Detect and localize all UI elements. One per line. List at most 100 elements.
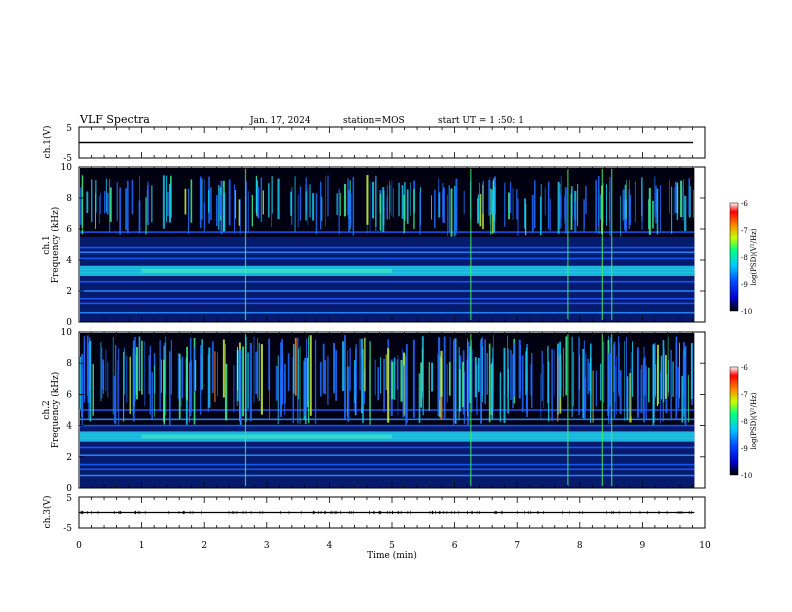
vlf-emission-streak (631, 341, 634, 397)
vlf-emission-streak (652, 344, 655, 423)
vlf-emission-streak (540, 373, 542, 421)
spectrogram-band (80, 246, 695, 249)
time-tick-label: 4 (327, 541, 333, 551)
time-tick-label: 0 (76, 541, 82, 551)
ch2-spectrogram-ylabel-channel: ch.2 (42, 400, 52, 419)
ch2-colorbar: -6 -7 -8 -9 -10 log(PSD)(V²/Hz) (729, 364, 758, 480)
ch2-spectrogram-image (79, 333, 695, 488)
vlf-emission-streak (162, 175, 165, 229)
vlf-emission-streak (599, 194, 601, 220)
vlf-emission-streak (335, 350, 338, 401)
spectrogram-band (80, 231, 695, 233)
vlf-emission-streak (168, 183, 171, 223)
vlf-emission-streak (587, 359, 589, 395)
vlf-emission-streak (159, 340, 161, 412)
vlf-emission-streak (309, 335, 312, 416)
vlf-emission-streak (443, 336, 446, 420)
time-tick-label: 10 (699, 541, 711, 551)
vlf-emission-streak (525, 351, 527, 396)
vlf-emission-streak (366, 175, 369, 225)
vlf-emission-streak (105, 178, 107, 213)
vlf-emission-streak (166, 175, 168, 223)
vlf-emission-streak (402, 365, 405, 418)
vlf-emission-streak (392, 188, 394, 218)
vlf-emission-streak (673, 187, 675, 215)
vlf-emission-streak (255, 178, 258, 215)
vlf-emission-streak (166, 191, 169, 217)
ch1-colorbar-label: log(PSD)(V²/Hz) (750, 228, 758, 285)
vlf-emission-streak (307, 357, 309, 408)
vlf-emission-streak (237, 346, 239, 391)
vlf-emission-streak (641, 364, 643, 414)
vlf-emission-streak (271, 189, 272, 228)
vlf-emission-streak (585, 185, 587, 215)
vlf-emission-streak (512, 354, 514, 409)
vlf-emission-streak (297, 194, 299, 228)
vlf-emission-streak (294, 176, 296, 232)
vlf-emission-streak (557, 181, 560, 234)
vlf-emission-streak (107, 362, 109, 398)
vlf-emission-streak (359, 338, 361, 391)
vlf-emission-streak (583, 376, 586, 420)
vlf-emission-streak (398, 182, 400, 217)
vlf-emission-streak (277, 178, 280, 220)
vlf-emission-streak (190, 179, 193, 223)
spectrogram-band (80, 468, 695, 471)
spectrogram-band (80, 280, 695, 283)
vlf-emission-streak (467, 338, 468, 417)
vlf-emission-streak (81, 354, 84, 418)
vlf-emission-streak (389, 181, 391, 220)
vlf-emission-streak (544, 187, 546, 216)
vlf-emission-streak (228, 179, 231, 226)
vlf-emission-streak (671, 186, 673, 234)
vlf-emission-streak (463, 190, 465, 215)
vlf-emission-streak (242, 346, 245, 417)
ch2-colorbar-scale (729, 366, 739, 476)
ch1-waveform-panel: 5 -5 ch.1(V) (42, 124, 706, 164)
ch1-cb-tick-10: -10 (741, 308, 752, 316)
vlf-emission-streak (255, 351, 258, 394)
vlf-emission-streak (609, 177, 611, 236)
vlf-emission-streak (560, 194, 562, 218)
vlf-emission-streak (504, 182, 506, 227)
ch2-cb-tick-9: -9 (741, 445, 748, 453)
vlf-emission-streak (684, 345, 687, 426)
vlf-emission-streak (299, 346, 301, 424)
vlf-emission-streak (670, 350, 672, 421)
vlf-emission-streak (470, 350, 473, 413)
vlf-emission-streak (139, 175, 140, 230)
impulse-line (601, 169, 603, 320)
vlf-emission-streak (602, 182, 604, 225)
vlf-emission-streak (518, 339, 521, 399)
vlf-emission-streak (253, 336, 255, 403)
vlf-emission-streak (592, 370, 594, 423)
vlf-emission-streak (248, 191, 249, 234)
vlf-emission-streak (211, 341, 214, 394)
vlf-emission-streak (677, 367, 680, 409)
vlf-emission-streak (124, 347, 126, 395)
vlf-emission-streak (262, 190, 264, 215)
vlf-emission-streak (217, 352, 218, 396)
ch1-waveform-ylabel: ch.1(V) (42, 126, 53, 159)
vlf-emission-streak (144, 341, 146, 407)
vlf-emission-streak (446, 363, 448, 403)
vlf-emission-streak (558, 344, 560, 409)
vlf-emission-streak (540, 184, 542, 230)
vlf-emission-streak (665, 355, 667, 399)
vlf-emission-streak (610, 337, 612, 425)
ch2-cb-tick-8: -8 (741, 418, 748, 426)
vlf-emission-streak (434, 189, 436, 229)
vlf-emission-streak (643, 356, 646, 396)
vlf-emission-streak (564, 187, 567, 234)
vlf-emission-streak (203, 202, 205, 233)
vlf-emission-streak (81, 175, 84, 235)
vlf-emission-streak (660, 371, 661, 423)
ch1-spectrogram-panel: 0 2 4 6 8 10 ch.1 Frequency (kHz) (42, 163, 706, 328)
vlf-emission-streak (582, 348, 585, 419)
vlf-emission-streak (684, 357, 686, 408)
ch1-colorbar: -6 -7 -8 -9 -10 log(PSD)(V²/Hz) (729, 200, 758, 316)
vlf-emission-streak (534, 180, 536, 229)
vlf-emission-streak (372, 182, 375, 219)
vlf-emission-streak (246, 181, 247, 234)
vlf-emission-streak (480, 341, 482, 424)
